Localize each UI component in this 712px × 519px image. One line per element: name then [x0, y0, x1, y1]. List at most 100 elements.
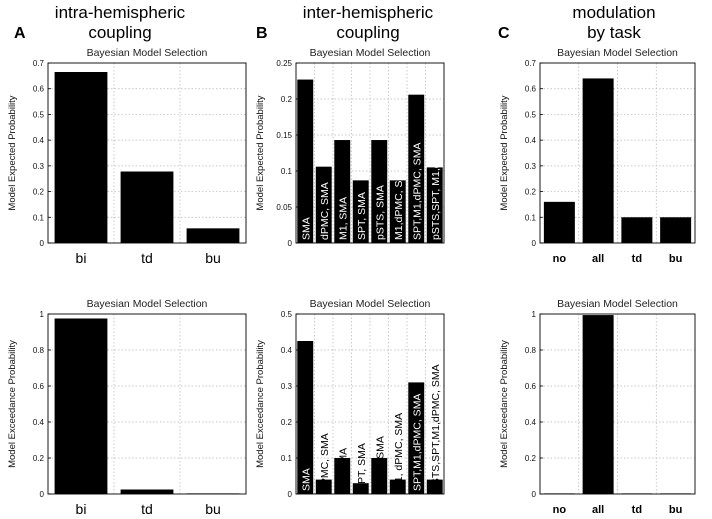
y-tick-label: 0.15: [276, 131, 292, 140]
y-axis-label: Model Expected Probability: [499, 95, 510, 210]
y-tick-label: 0.5: [281, 310, 293, 319]
chart-title: Bayesian Model Selection: [310, 298, 431, 310]
chart-C-bottom: 0 0.2 0.4 0.6 0.8 1 Bayesian Model Selection Mo…: [499, 298, 696, 516]
y-tick-label: 0: [532, 239, 537, 248]
bar: [621, 217, 653, 243]
y-tick-label: 0.2: [33, 188, 45, 197]
y-tick-label: 0.1: [281, 454, 293, 463]
y-tick-label: 0.4: [33, 418, 45, 427]
category-label: pSTS, SMA: [374, 185, 386, 240]
bar: [297, 341, 314, 494]
category-label: bu: [669, 504, 682, 516]
chart-title: Bayesian Model Selection: [310, 47, 431, 59]
y-tick-label: 0.2: [525, 454, 537, 463]
y-tick-label: 0.8: [525, 346, 537, 355]
bar: [660, 217, 692, 243]
category-label: dPMC, SMA: [319, 433, 331, 491]
header-b-line2: coupling: [336, 23, 399, 42]
panel-letter-c: C: [498, 25, 510, 42]
panel-letter-a: A: [14, 25, 26, 42]
chart-A-bottom: 0 0.2 0.4 0.6 0.8 1 Bayesian Model Selection Mo…: [7, 298, 247, 517]
header-a-line2: coupling: [88, 23, 151, 42]
y-tick-label: 0.4: [525, 136, 537, 145]
category-label: td: [632, 253, 642, 265]
chart-B-top: 0 0.05 0.1 0.15 0.2 0.25 Bayesian Model Select…: [255, 47, 445, 248]
chart-A-top: 0 0.1 0.2 0.3 0.4 0.5 0.6 0.7 Bayesian Model Sel…: [7, 47, 247, 266]
category-label: M1,dPMC, SMA: [393, 165, 405, 240]
category-label: td: [632, 504, 642, 516]
category-label: td: [141, 250, 153, 266]
category-label: bu: [205, 250, 221, 266]
category-label: bu: [205, 501, 221, 517]
plot-frame: [47, 62, 247, 244]
category-label: pSTS,SPT,M1,dPMC, SMA: [430, 364, 442, 491]
y-axis-label: Model Exceedance Probability: [499, 340, 510, 468]
plot-frame: [539, 62, 696, 244]
y-tick-label: 0.5: [525, 110, 537, 119]
y-tick-label: 0: [40, 239, 45, 248]
plot-frame: [539, 313, 696, 495]
bar: [582, 78, 614, 243]
plot-frame: [47, 313, 247, 495]
y-tick-label: 0.6: [525, 382, 537, 391]
bar: [371, 140, 388, 243]
y-tick-label: 0.6: [33, 85, 45, 94]
bar: [120, 489, 174, 494]
plot-frame: [295, 313, 445, 495]
bar: [408, 94, 425, 244]
category-label: pSTS, SMA: [374, 436, 386, 491]
y-tick-label: 0.2: [281, 418, 293, 427]
bar: [352, 483, 369, 494]
category-label: td: [141, 501, 153, 517]
bar: [426, 167, 443, 243]
bar: [297, 79, 314, 243]
y-tick-label: 0.8: [33, 346, 45, 355]
bar: [334, 458, 351, 494]
y-tick-label: 0: [532, 490, 537, 499]
panel-letter-b: B: [256, 25, 268, 42]
category-label: SPT,M1,dPMC, SMA: [411, 394, 423, 491]
category-label: SMA: [300, 468, 312, 491]
y-tick-label: 0.05: [276, 203, 292, 212]
bar: [54, 72, 108, 243]
bar: [334, 140, 351, 243]
y-tick-label: 0.4: [281, 346, 293, 355]
category-label: dPMC, SMA: [319, 182, 331, 240]
y-axis-label: Model Exceedance Probability: [255, 340, 266, 468]
y-tick-label: 0.7: [525, 59, 537, 68]
bar: [408, 382, 425, 494]
y-tick-label: 0.2: [281, 95, 293, 104]
chart-title: Bayesian Model Selection: [87, 47, 208, 59]
y-tick-label: 0.7: [33, 59, 45, 68]
category-label: SPT, SMA: [356, 443, 368, 491]
header-c-line2: by task: [587, 23, 641, 42]
y-axis-label: Model Expected Probability: [7, 95, 18, 210]
charts-group: 0 0.1 0.2 0.3 0.4 0.5 0.6 0.7 Bayesian Model Sel…: [7, 47, 696, 517]
chart-title: Bayesian Model Selection: [557, 47, 678, 59]
y-tick-label: 0.25: [276, 59, 292, 68]
y-tick-label: 0.3: [33, 162, 45, 171]
y-tick-label: 0.6: [525, 85, 537, 94]
y-tick-label: 0.3: [525, 162, 537, 171]
header-b-line1: inter-hemispheric: [303, 3, 434, 22]
bar: [352, 180, 369, 243]
category-label: M1, SMA: [337, 448, 349, 491]
bar: [389, 180, 406, 243]
chart-title: Bayesian Model Selection: [557, 298, 678, 310]
category-label: SPT, SMA: [356, 192, 368, 240]
bar: [315, 166, 332, 243]
y-tick-label: 0.1: [281, 167, 293, 176]
y-tick-label: 0.4: [33, 136, 45, 145]
category-label: no: [553, 504, 567, 516]
y-axis-label: Model Exceedance Probability: [7, 340, 18, 468]
bar: [389, 479, 406, 494]
bar: [315, 479, 332, 494]
bar: [186, 228, 240, 243]
y-tick-label: 0.5: [33, 110, 45, 119]
y-tick-label: 1: [532, 310, 537, 319]
chart-B-bottom: 0 0.1 0.2 0.3 0.4 0.5 Bayesian Model Selection…: [255, 298, 445, 499]
category-label: M1, dPMC, SMA: [393, 413, 405, 491]
header-c-line1: modulation: [572, 3, 655, 22]
y-tick-label: 0: [40, 490, 45, 499]
